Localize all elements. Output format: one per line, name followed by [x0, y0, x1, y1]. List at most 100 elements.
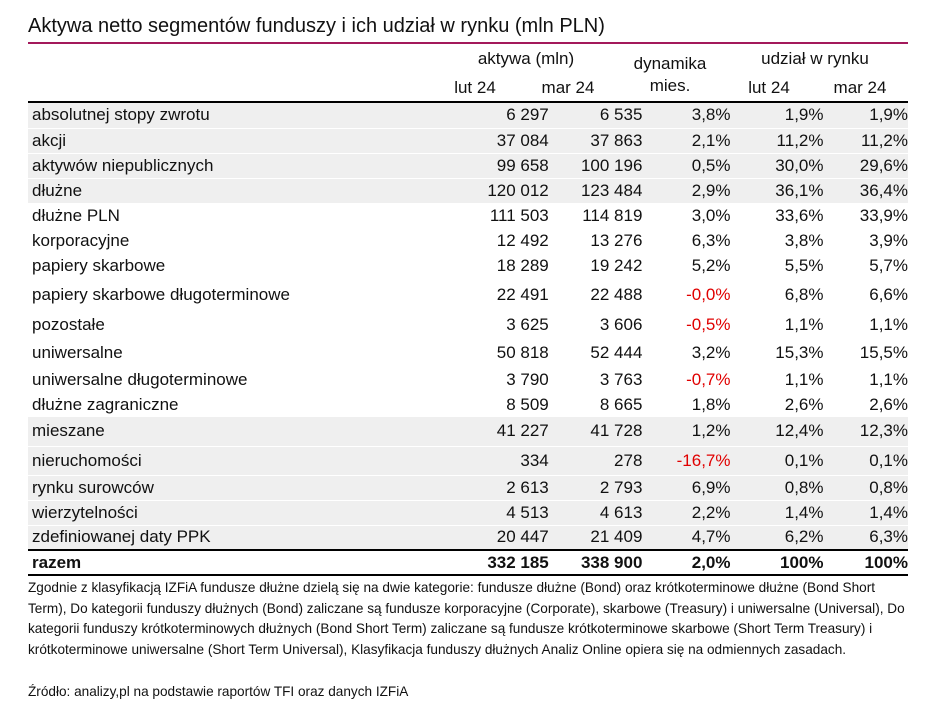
assets-feb: 37 084 — [451, 127, 549, 153]
share-mar: 0,8% — [823, 474, 908, 500]
assets-mar: 278 — [548, 445, 643, 475]
row-label: rynku surowców — [28, 474, 452, 500]
table-row: nieruchomości 334 278 -16,7% 0,1% 0,1% — [28, 445, 908, 475]
share-mar: 11,2% — [823, 127, 908, 153]
header-rule — [28, 101, 908, 103]
table-row: mieszane 41 227 41 728 1,2% 12,4% 12,3% — [28, 417, 908, 446]
share-mar: 29,6% — [823, 152, 908, 178]
table-row: pozostałe 3 625 3 606 -0,5% 1,1% 1,1% — [28, 311, 908, 338]
total-share-feb: 100% — [730, 549, 824, 575]
dynamics: 0,5% — [642, 152, 731, 178]
assets-feb: 12 492 — [496, 230, 549, 250]
table-row: korporacyjne 12 492 13 276 6,3% 3,8% 3,9… — [28, 228, 908, 253]
share-mar: 6,3% — [823, 524, 908, 550]
table-row: zdefiniowanej daty PPK 20 447 21 409 4,7… — [28, 524, 908, 550]
header-period-share-feb: lut 24 — [748, 78, 790, 97]
assets-mar: 22 488 — [590, 284, 643, 304]
assets-mar: 100 196 — [548, 152, 643, 178]
share-feb: 36,1% — [730, 177, 824, 203]
share-feb: 2,6% — [784, 394, 824, 414]
dynamics: 6,3% — [691, 230, 731, 250]
header-dynamics-line2: mies. — [649, 76, 691, 95]
header-share: udział w rynku — [761, 49, 869, 68]
table-row: aktywów niepublicznych 99 658 100 196 0,… — [28, 152, 908, 178]
share-mar: 5,7% — [869, 255, 908, 275]
assets-feb: 3 625 — [506, 314, 549, 334]
dynamics: 2,9% — [642, 177, 731, 203]
assets-mar: 37 863 — [548, 127, 643, 153]
assets-feb: 3 790 — [506, 369, 549, 389]
share-mar: 3,9% — [869, 230, 908, 250]
total-dynamics: 2,0% — [642, 549, 731, 575]
row-label: korporacyjne — [32, 230, 130, 250]
share-mar: 1,4% — [823, 499, 908, 525]
source-line: Źródło: analizy,pl na podstawie raportów… — [28, 684, 409, 699]
header-period-assets-mar: mar 24 — [541, 78, 595, 97]
share-mar: 0,1% — [823, 445, 908, 475]
header-dynamics-line1: dynamika — [633, 54, 707, 73]
dynamics: 1,8% — [691, 394, 731, 414]
share-mar: 1,1% — [869, 314, 908, 334]
assets-mar: 3 763 — [599, 369, 643, 389]
dynamics: 1,2% — [642, 417, 731, 446]
dynamics: -16,7% — [642, 445, 731, 475]
share-feb: 11,2% — [730, 127, 824, 153]
share-feb: 0,1% — [730, 445, 824, 475]
share-feb: 15,3% — [775, 342, 824, 362]
assets-feb: 20 447 — [451, 524, 549, 550]
dynamics: 3,0% — [691, 205, 731, 225]
dynamics: 3,8% — [642, 103, 731, 128]
table-row: uniwersalne długoterminowe 3 790 3 763 -… — [28, 367, 908, 392]
row-label: absolutnej stopy zwrotu — [28, 103, 452, 128]
share-mar: 1,1% — [869, 369, 908, 389]
share-feb: 1,1% — [784, 369, 824, 389]
assets-mar: 19 242 — [590, 255, 643, 275]
header-period-assets-feb: lut 24 — [454, 78, 496, 97]
share-mar: 1,9% — [823, 103, 908, 128]
dynamics: 6,9% — [642, 474, 731, 500]
assets-feb: 334 — [451, 445, 549, 475]
assets-feb: 8 509 — [506, 394, 549, 414]
dynamics: 2,2% — [642, 499, 731, 525]
total-assets-feb: 332 185 — [451, 549, 549, 575]
row-label: wierzytelności — [28, 499, 452, 525]
assets-feb: 6 297 — [451, 103, 549, 128]
share-mar: 2,6% — [869, 394, 908, 414]
table-bottom-rule — [28, 574, 908, 576]
title-underline — [28, 42, 908, 44]
dynamics: 4,7% — [642, 524, 731, 550]
total-row: razem 332 185 338 900 2,0% 100% 100% — [28, 549, 908, 575]
header-period-share-mar: mar 24 — [833, 78, 887, 97]
share-feb: 1,9% — [730, 103, 824, 128]
row-label: aktywów niepublicznych — [28, 152, 452, 178]
share-feb: 5,5% — [784, 255, 824, 275]
dynamics: -0,7% — [686, 369, 731, 389]
assets-feb: 120 012 — [451, 177, 549, 203]
row-label: dłużne — [28, 177, 452, 203]
assets-feb: 22 491 — [496, 284, 549, 304]
total-share-mar: 100% — [823, 549, 908, 575]
row-label: dłużne zagraniczne — [32, 394, 179, 414]
dynamics: 2,1% — [642, 127, 731, 153]
row-label: dłużne PLN — [32, 205, 120, 225]
row-label: zdefiniowanej daty PPK — [28, 524, 452, 550]
assets-feb: 2 613 — [451, 474, 549, 500]
row-label: uniwersalne długoterminowe — [32, 369, 248, 389]
total-label: razem — [28, 549, 452, 575]
row-label: uniwersalne — [32, 342, 123, 362]
share-feb: 0,8% — [730, 474, 824, 500]
assets-feb: 18 289 — [496, 255, 549, 275]
assets-mar: 21 409 — [548, 524, 643, 550]
share-mar: 15,5% — [859, 342, 908, 362]
assets-mar: 3 606 — [599, 314, 643, 334]
assets-feb: 41 227 — [451, 417, 549, 446]
table-row: absolutnej stopy zwrotu 6 297 6 535 3,8%… — [28, 103, 908, 128]
share-feb: 3,8% — [784, 230, 824, 250]
share-mar: 36,4% — [823, 177, 908, 203]
share-feb: 33,6% — [775, 205, 824, 225]
dynamics: -0,0% — [686, 284, 731, 304]
share-feb: 12,4% — [730, 417, 824, 446]
table-row: papiery skarbowe 18 289 19 242 5,2% 5,5%… — [28, 253, 908, 278]
total-assets-mar: 338 900 — [548, 549, 643, 575]
table-row: rynku surowców 2 613 2 793 6,9% 0,8% 0,8… — [28, 474, 908, 500]
